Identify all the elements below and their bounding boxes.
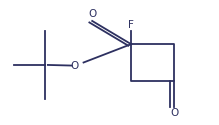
Text: O: O [71, 61, 79, 71]
Text: F: F [128, 20, 134, 30]
Text: O: O [170, 108, 178, 118]
Text: O: O [88, 9, 96, 19]
